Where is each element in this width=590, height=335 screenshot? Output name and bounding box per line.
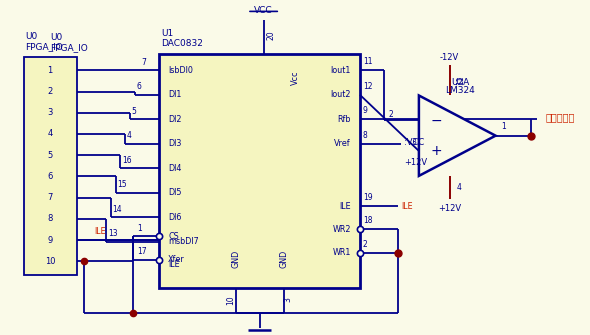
Bar [24,57,77,275]
Text: 7: 7 [141,58,146,67]
Text: ILE: ILE [168,260,180,269]
Text: 5: 5 [132,107,136,116]
Text: 5: 5 [48,151,53,160]
Text: 8: 8 [363,131,368,140]
Text: Iout1: Iout1 [330,66,351,75]
Text: DI3: DI3 [168,139,182,148]
Text: GND: GND [279,250,288,268]
Text: LM324: LM324 [445,86,475,95]
Text: 电压型输出: 电压型输出 [546,113,575,123]
Text: msbDI7: msbDI7 [168,237,199,246]
Text: -12V: -12V [440,53,459,62]
Text: +: + [430,144,442,158]
Text: DI4: DI4 [168,164,182,173]
Text: 1: 1 [137,224,142,233]
Text: 4: 4 [127,131,132,140]
Text: 16: 16 [122,156,132,165]
Text: 20: 20 [267,30,276,40]
Text: 2: 2 [388,110,393,119]
Text: Xfer: Xfer [168,255,185,264]
Text: 11: 11 [457,76,466,85]
Text: Rfb: Rfb [337,115,351,124]
Text: 1: 1 [48,66,53,75]
Text: U2A: U2A [451,78,469,87]
Text: 4: 4 [48,130,53,138]
Text: Vcc: Vcc [291,70,300,85]
Text: 10: 10 [45,257,55,266]
Text: DAC0832: DAC0832 [161,39,203,48]
Text: ILE: ILE [339,202,351,210]
Text: DI2: DI2 [168,115,182,124]
Text: ILE: ILE [401,202,413,210]
Text: 17: 17 [137,247,147,256]
Text: 2: 2 [48,87,53,96]
Text: lsbDI0: lsbDI0 [168,66,193,75]
Text: −: − [430,114,442,127]
Text: 8: 8 [47,214,53,223]
Text: 10: 10 [227,295,235,305]
Text: 11: 11 [363,57,372,66]
Text: 3: 3 [284,297,293,302]
Text: CS: CS [168,232,179,241]
Polygon shape [419,95,496,176]
Text: U1: U1 [161,28,173,38]
Text: WR1: WR1 [333,249,351,257]
Text: :VCC: :VCC [404,138,424,146]
Text: ILE: ILE [94,227,106,236]
Text: DI1: DI1 [168,90,182,99]
Text: DI6: DI6 [168,213,182,221]
Text: 19: 19 [363,193,372,202]
Text: WR2: WR2 [333,225,351,234]
Text: VCC: VCC [254,6,273,15]
Text: FPGA_IO: FPGA_IO [25,42,63,51]
Text: 9: 9 [363,106,368,115]
Text: U0: U0 [50,33,63,42]
Text: DI5: DI5 [168,188,182,197]
Text: Iout2: Iout2 [330,90,351,99]
Text: 6: 6 [136,82,141,91]
Text: 2: 2 [363,240,368,249]
Text: +12V: +12V [404,158,427,166]
Text: 4: 4 [457,183,461,192]
Bar [159,54,360,288]
Text: 18: 18 [363,216,372,225]
Text: 9: 9 [48,236,53,245]
Text: Vref: Vref [335,139,351,148]
Text: U0: U0 [25,32,38,41]
Text: 7: 7 [47,193,53,202]
Text: 1: 1 [502,122,506,131]
Text: 13: 13 [108,229,117,238]
Text: 3: 3 [411,138,416,147]
Text: 15: 15 [117,180,127,189]
Text: GND: GND [231,250,240,268]
Text: +12V: +12V [438,204,461,213]
Text: FPGA_IO: FPGA_IO [50,43,88,52]
Text: 3: 3 [47,108,53,117]
Text: 6: 6 [47,172,53,181]
Text: 12: 12 [363,82,372,91]
Text: 14: 14 [113,205,122,214]
